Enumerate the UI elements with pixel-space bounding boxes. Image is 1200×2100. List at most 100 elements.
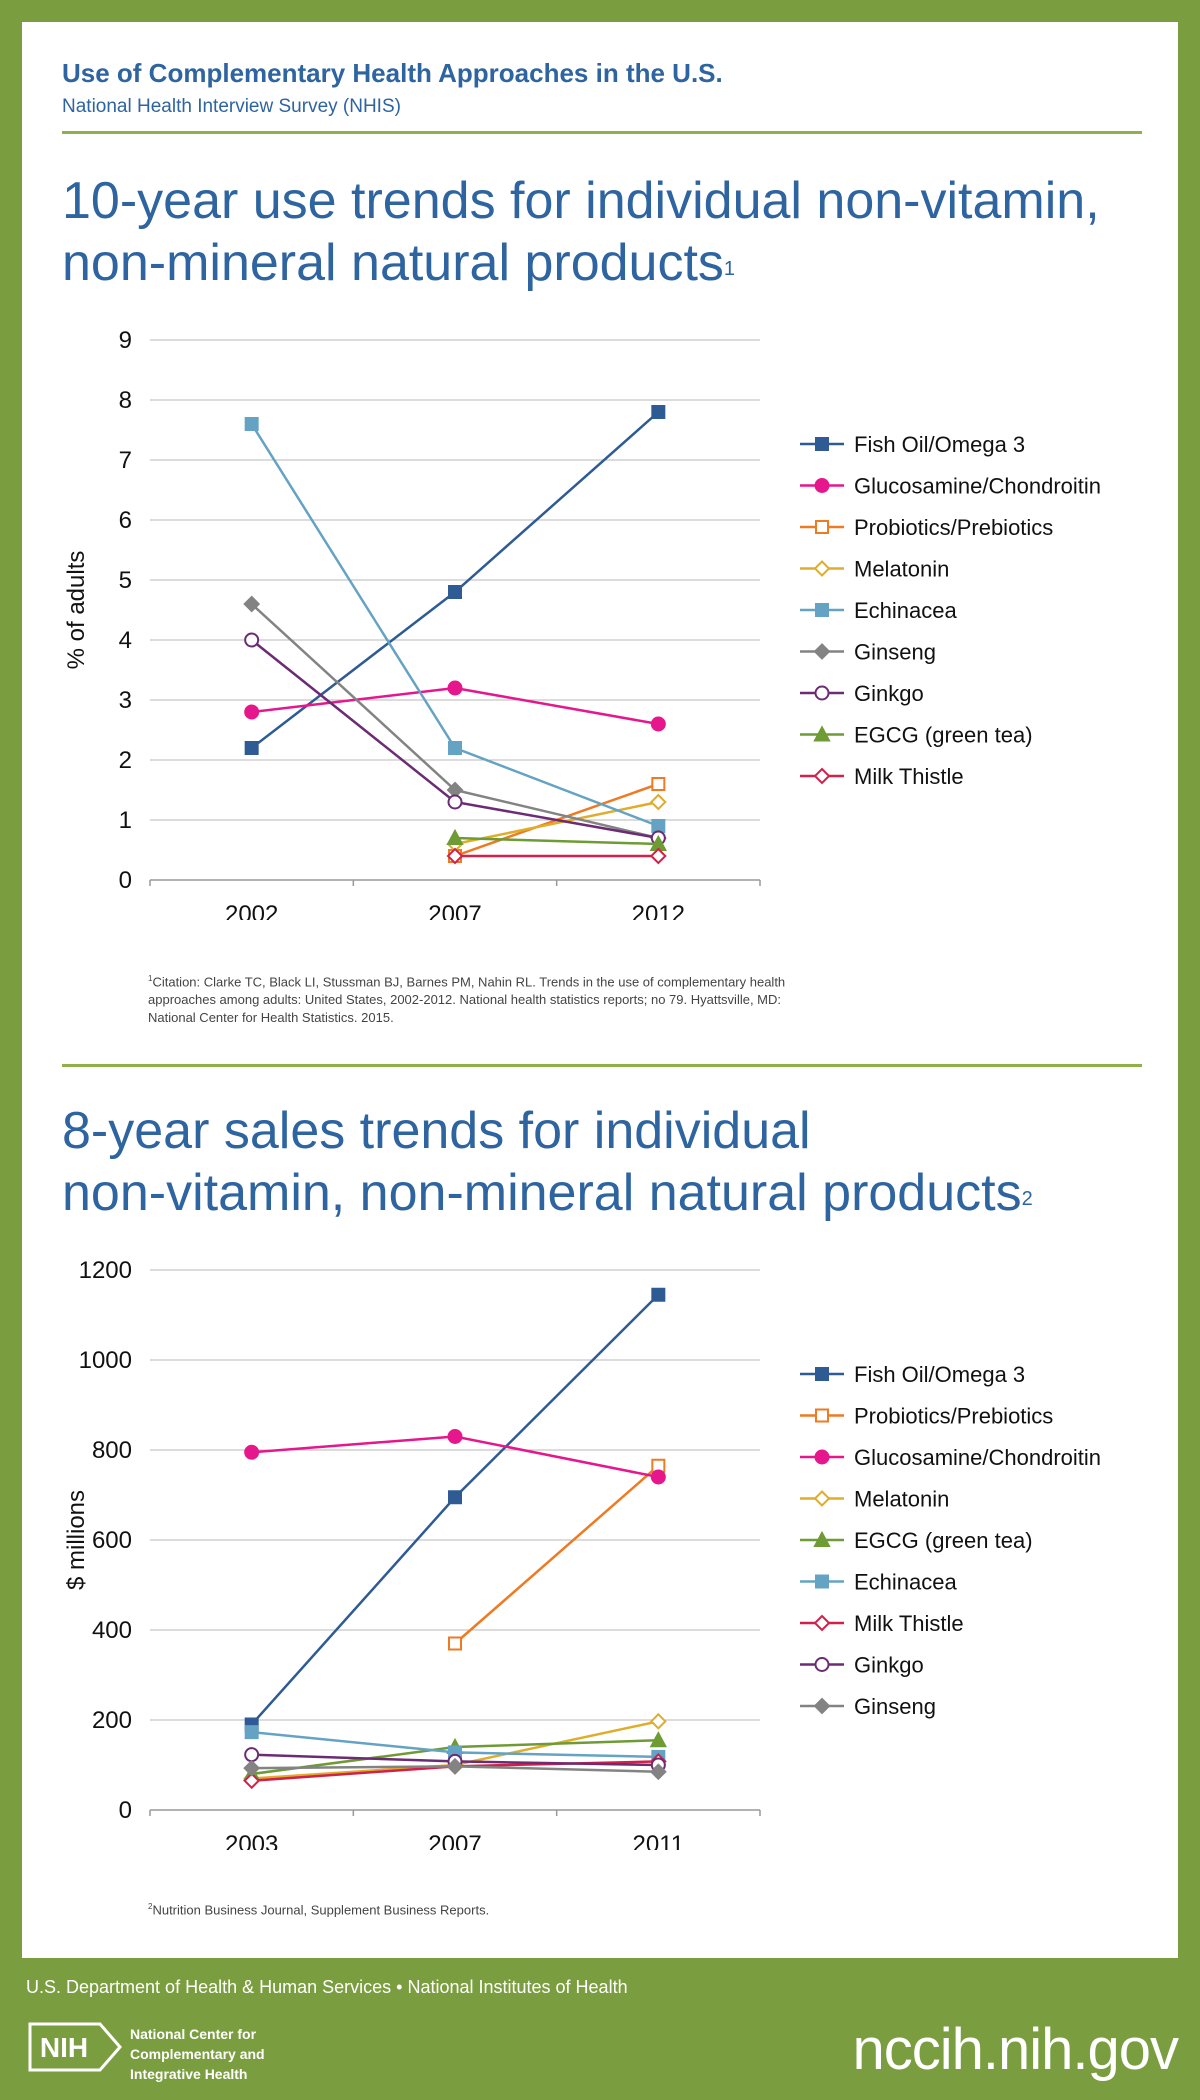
sales-point-echinacea: [244, 1725, 259, 1740]
use-series-milk-thistle: [446, 847, 667, 865]
section1-footnote-text: Citation: Clarke TC, Black LI, Stussman …: [148, 974, 786, 1026]
use-point-fish-oil-omega-3: [651, 405, 666, 419]
use-point-fish-oil-omega-3: [448, 585, 462, 599]
use-line-egcg-green-tea: [454, 836, 659, 846]
section2-title-sup: 2: [1021, 1188, 1033, 1210]
sales-legend-item-probiotics-prebiotics: Probiotics/Prebiotics: [800, 1404, 1053, 1429]
sales-xtick-label: 2007: [428, 1831, 481, 1850]
sales-ytick-label: 400: [92, 1617, 132, 1644]
nih-logo[interactable]: NIH: [28, 2020, 124, 2074]
use-legend-marker: [815, 520, 829, 534]
use-legend-item-probiotics-prebiotics: Probiotics/Prebiotics: [800, 515, 1053, 540]
use-xtick-label: 2012: [632, 901, 685, 920]
use-point-ginkgo: [244, 632, 260, 648]
section2-footnote-sup: 2: [148, 1902, 153, 1911]
sales-point-ginseng: [243, 1759, 261, 1777]
section1-footnote: 1Citation: Clarke TC, Black LI, Stussman…: [148, 970, 788, 1027]
use-point-glucosamine-chondroitin: [447, 680, 463, 696]
section2-footnote-text: Nutrition Business Journal, Supplement B…: [152, 1902, 490, 1918]
use-ytick-label: 1: [119, 807, 132, 834]
section1-title-sup: 1: [723, 258, 736, 280]
sales-ytick-label: 600: [92, 1527, 132, 1554]
sales-ytick-label: 0: [119, 1797, 132, 1824]
sales-legend-label: Ginseng: [854, 1694, 936, 1719]
sales-legend-marker: [815, 1574, 829, 1589]
use-series-echinacea: [244, 417, 666, 833]
content-panel: [22, 22, 1178, 1958]
sales-legend-item-melatonin: Melatonin: [800, 1487, 949, 1512]
sales-series-glucosamine-chondroitin: [244, 1429, 666, 1485]
use-ytick-label: 4: [119, 627, 132, 654]
use-point-glucosamine-chondroitin: [650, 716, 666, 732]
sales-legend-item-ginseng: Ginseng: [800, 1694, 936, 1719]
use-series-fish-oil-omega-3: [244, 405, 666, 755]
infographic-subtitle: National Health Interview Survey (NHIS): [62, 96, 401, 117]
use-point-glucosamine-chondroitin: [244, 704, 260, 720]
use-legend-item-milk-thistle: Milk Thistle: [800, 764, 964, 789]
sales-legend-item-echinacea: Echinacea: [800, 1570, 958, 1595]
sales-point-egcg-green-tea: [649, 1731, 668, 1748]
header-divider: [62, 131, 1142, 134]
use-legend-label: Echinacea: [854, 598, 958, 623]
use-ytick-label: 0: [119, 867, 132, 894]
sales-legend-label: Ginkgo: [854, 1653, 924, 1678]
sales-legend-marker: [814, 1657, 830, 1672]
center-name-line1: National Center for: [130, 2026, 257, 2042]
sales-point-fish-oil-omega-3: [651, 1287, 666, 1302]
sales-legend-marker: [815, 1408, 829, 1423]
center-name-line3: Integrative Health: [130, 2066, 248, 2082]
sales-point-ginseng: [446, 1757, 464, 1775]
use-legend-item-ginkgo: Ginkgo: [800, 681, 924, 706]
use-point-probiotics-prebiotics: [651, 777, 666, 791]
sales-series-fish-oil-omega-3: [244, 1287, 666, 1732]
use-legend-item-fish-oil-omega-3: Fish Oil/Omega 3: [800, 432, 1025, 457]
use-point-melatonin: [649, 793, 667, 811]
use-legend-marker: [814, 478, 830, 493]
sales-point-ginseng: [649, 1763, 667, 1781]
use-legend-label: Glucosamine/Chondroitin: [854, 474, 1101, 499]
sales-legend-label: Glucosamine/Chondroitin: [854, 1445, 1101, 1470]
sales-legend-marker: [813, 1490, 831, 1507]
sales-legend-label: Probiotics/Prebiotics: [854, 1404, 1053, 1429]
use-series-egcg-green-tea: [446, 828, 668, 851]
section2-title-line1: 8-year sales trends for individual: [62, 1102, 811, 1160]
use-legend-label: Fish Oil/Omega 3: [854, 432, 1025, 457]
sales-legend-label: Echinacea: [854, 1570, 958, 1595]
use-legend-label: Ginkgo: [854, 681, 924, 706]
use-ytick-label: 5: [119, 567, 132, 594]
sales-trends-chart: 0 200 400 600 800 1000 1200 2003 2007 2011 $ milli…: [63, 1257, 1101, 1850]
use-legend-item-melatonin: Melatonin: [800, 557, 949, 582]
use-point-milk-thistle: [649, 847, 667, 865]
use-legend-marker: [815, 603, 829, 617]
sales-point-melatonin: [649, 1712, 667, 1730]
sales-line-fish-oil-omega-3: [250, 1293, 660, 1726]
use-ylabel: % of adults: [63, 551, 90, 670]
use-legend-label: Milk Thistle: [854, 764, 964, 789]
use-point-egcg-green-tea: [446, 828, 464, 845]
use-legend-marker: [813, 560, 831, 577]
sales-ytick-label: 1000: [79, 1347, 132, 1374]
use-ytick-label: 3: [119, 687, 132, 714]
sales-legend-item-egcg-green-tea: EGCG (green tea): [800, 1528, 1033, 1553]
section1-title-line2: non-mineral natural products: [62, 234, 724, 292]
use-xtick-label: 2007: [428, 901, 481, 920]
sales-point-glucosamine-chondroitin: [244, 1444, 260, 1460]
section2-title: 8-year sales trends for individual non-v…: [62, 1100, 1033, 1224]
center-name[interactable]: National Center for Complementary and In…: [130, 2024, 265, 2084]
use-legend-item-egcg-green-tea: EGCG (green tea): [800, 723, 1033, 748]
sales-point-ginkgo: [244, 1747, 260, 1763]
use-ytick-label: 7: [119, 447, 132, 474]
use-point-ginseng: [243, 595, 261, 613]
sales-legend-item-fish-oil-omega-3: Fish Oil/Omega 3: [800, 1362, 1025, 1387]
sales-series-probiotics-prebiotics: [448, 1458, 666, 1651]
website-link[interactable]: nccih.nih.gov: [852, 2017, 1179, 2082]
sales-ytick-label: 1200: [79, 1257, 132, 1284]
use-legend-marker: [813, 767, 831, 785]
sales-ylabel: $ millions: [63, 1490, 90, 1590]
section2-footnote: 2Nutrition Business Journal, Supplement …: [148, 1898, 788, 1919]
sales-point-probiotics-prebiotics: [448, 1636, 462, 1651]
sales-legend-item-milk-thistle: Milk Thistle: [800, 1611, 964, 1636]
sales-legend-item-glucosamine-chondroitin: Glucosamine/Chondroitin: [800, 1445, 1101, 1470]
nih-logo-text: NIH: [40, 2032, 88, 2063]
use-point-fish-oil-omega-3: [244, 741, 259, 755]
